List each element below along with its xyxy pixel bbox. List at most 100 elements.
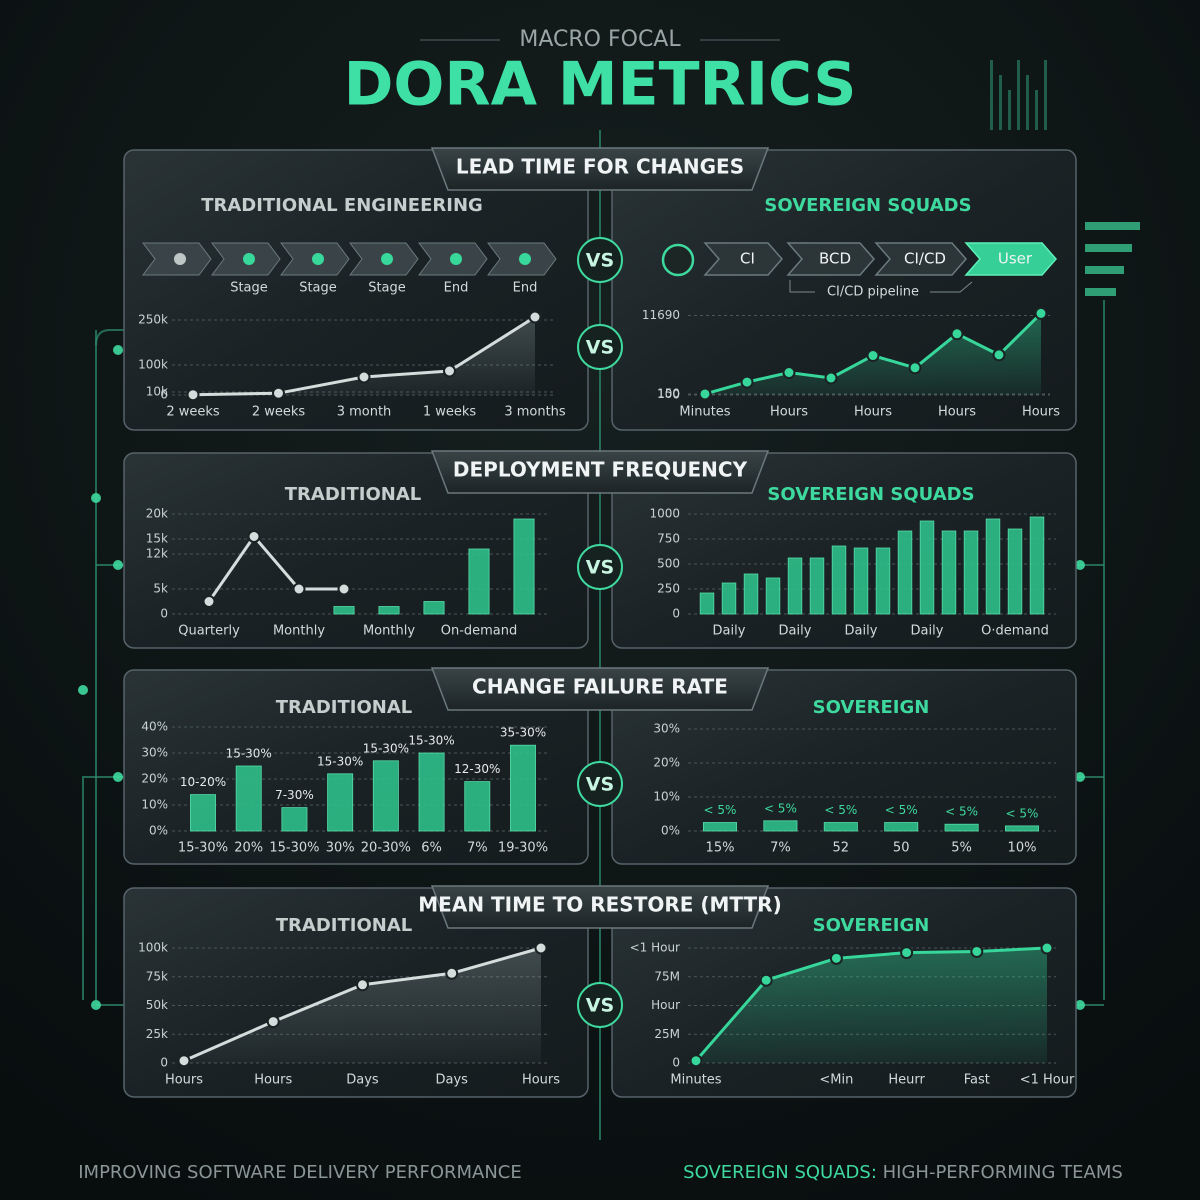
section-title: DEPLOYMENT FREQUENCY — [453, 458, 748, 482]
y-tick-label: 5k — [153, 582, 168, 596]
vs-badge — [577, 761, 623, 807]
line-marker — [829, 951, 843, 965]
bar — [765, 577, 781, 615]
bar — [944, 823, 979, 832]
line-marker — [445, 966, 459, 980]
x-tick-label: 1 weeks — [423, 405, 477, 420]
line-marker — [970, 944, 984, 958]
section-tab — [430, 885, 770, 929]
y-tick-label: 75k — [146, 969, 168, 983]
bar — [823, 822, 858, 832]
line-marker — [534, 941, 548, 955]
y-tick-label: 750 — [657, 532, 680, 546]
step-chevron — [786, 242, 875, 276]
step-label: CI/CD — [904, 250, 946, 268]
line-marker — [247, 530, 261, 543]
bar — [513, 518, 535, 615]
stage-dot — [243, 253, 255, 265]
y-tick-label: 0% — [149, 824, 168, 838]
deco-bar — [1008, 90, 1011, 130]
footer-rest: HIGH-PERFORMING TEAMS — [877, 1162, 1123, 1183]
bar — [281, 807, 308, 832]
bar — [372, 760, 399, 832]
x-tick-label: 6% — [421, 841, 442, 856]
line-marker — [689, 1054, 703, 1068]
x-tick-label: Hours — [938, 405, 976, 420]
circuit-node — [113, 772, 123, 782]
deco-bar — [1085, 222, 1140, 230]
value-label: < 5% — [1006, 806, 1039, 820]
value-label: 35-30% — [500, 726, 546, 740]
y-tick-label: 25k — [146, 1027, 168, 1041]
bar — [423, 601, 445, 615]
chart-subtitle: SOVEREIGN SQUADS — [764, 195, 971, 216]
line — [694, 946, 1048, 1062]
circuit-node — [78, 685, 88, 695]
bar — [327, 773, 354, 832]
bar — [875, 547, 891, 615]
line-marker — [992, 348, 1006, 362]
vs-label: VS — [586, 250, 614, 272]
x-tick-label: Days — [346, 1073, 379, 1088]
y-tick-label: 0 — [160, 607, 168, 621]
value-label: 15-30% — [363, 741, 409, 755]
circuit-node — [91, 493, 101, 503]
y-tick-label: 0% — [661, 824, 680, 838]
x-tick-label: 52 — [833, 841, 850, 856]
x-tick-label: Daily — [779, 624, 812, 639]
x-tick-label: 3 month — [337, 405, 392, 420]
circuit-node — [1075, 772, 1085, 782]
x-tick-label: 3 months — [504, 405, 566, 420]
x-tick-label: Fast — [964, 1073, 990, 1088]
deco-bar — [999, 75, 1002, 130]
main-title: DORA METRICS — [344, 50, 857, 120]
x-tick-label: 20-30% — [361, 841, 411, 856]
section-tab — [430, 667, 770, 711]
y-tick-label: 12k — [146, 547, 168, 561]
x-tick-label: 5% — [951, 841, 972, 856]
deco-bar — [1085, 266, 1124, 274]
section-tab — [430, 147, 770, 191]
x-tick-label: Minutes — [670, 1073, 721, 1088]
stage-label: Stage — [368, 281, 406, 296]
bar — [510, 744, 536, 832]
y-tick-label: 25M — [654, 1027, 680, 1041]
line-marker — [292, 582, 306, 596]
value-label: 10-20% — [180, 775, 226, 789]
stage-label: Stage — [299, 281, 337, 296]
line-marker — [759, 973, 773, 987]
vs-badge — [577, 544, 623, 590]
vs-badge — [577, 237, 623, 283]
line-marker — [866, 349, 880, 363]
line-marker — [272, 386, 285, 400]
bar — [941, 530, 957, 615]
y-tick-label: 20% — [653, 756, 680, 770]
y-tick-label: 0 — [672, 607, 680, 621]
chart-subtitle: SOVEREIGN — [813, 697, 930, 718]
bar — [418, 752, 445, 832]
y-tick-label: 0 — [672, 1056, 680, 1070]
stage-dot — [381, 253, 393, 265]
y-tick-label: 30% — [141, 746, 168, 760]
x-tick-label: 10% — [1008, 841, 1037, 856]
chart-subtitle: TRADITIONAL — [276, 697, 412, 718]
x-tick-label: Hours — [165, 1073, 203, 1088]
y-tick-label: 500 — [657, 557, 680, 571]
kicker: MACRO FOCAL — [519, 27, 681, 52]
value-label: < 5% — [704, 803, 737, 817]
circuit-node — [113, 345, 123, 355]
line-marker — [266, 1015, 280, 1029]
y-tick-label: 100k — [138, 941, 168, 955]
y-tick-label: 0 — [160, 1056, 168, 1070]
circuit-node — [91, 1000, 101, 1010]
y-tick-label: 0 — [160, 388, 168, 402]
line-marker — [443, 364, 456, 378]
x-tick-label: Daily — [713, 624, 746, 639]
y-tick-label: 250k — [138, 313, 168, 327]
y-tick-label: 30% — [653, 722, 680, 736]
x-tick-label: <1 Hour — [1020, 1073, 1075, 1088]
vs-label: VS — [586, 337, 614, 359]
x-tick-label: <Min — [819, 1073, 853, 1088]
section-title: CHANGE FAILURE RATE — [472, 675, 728, 699]
